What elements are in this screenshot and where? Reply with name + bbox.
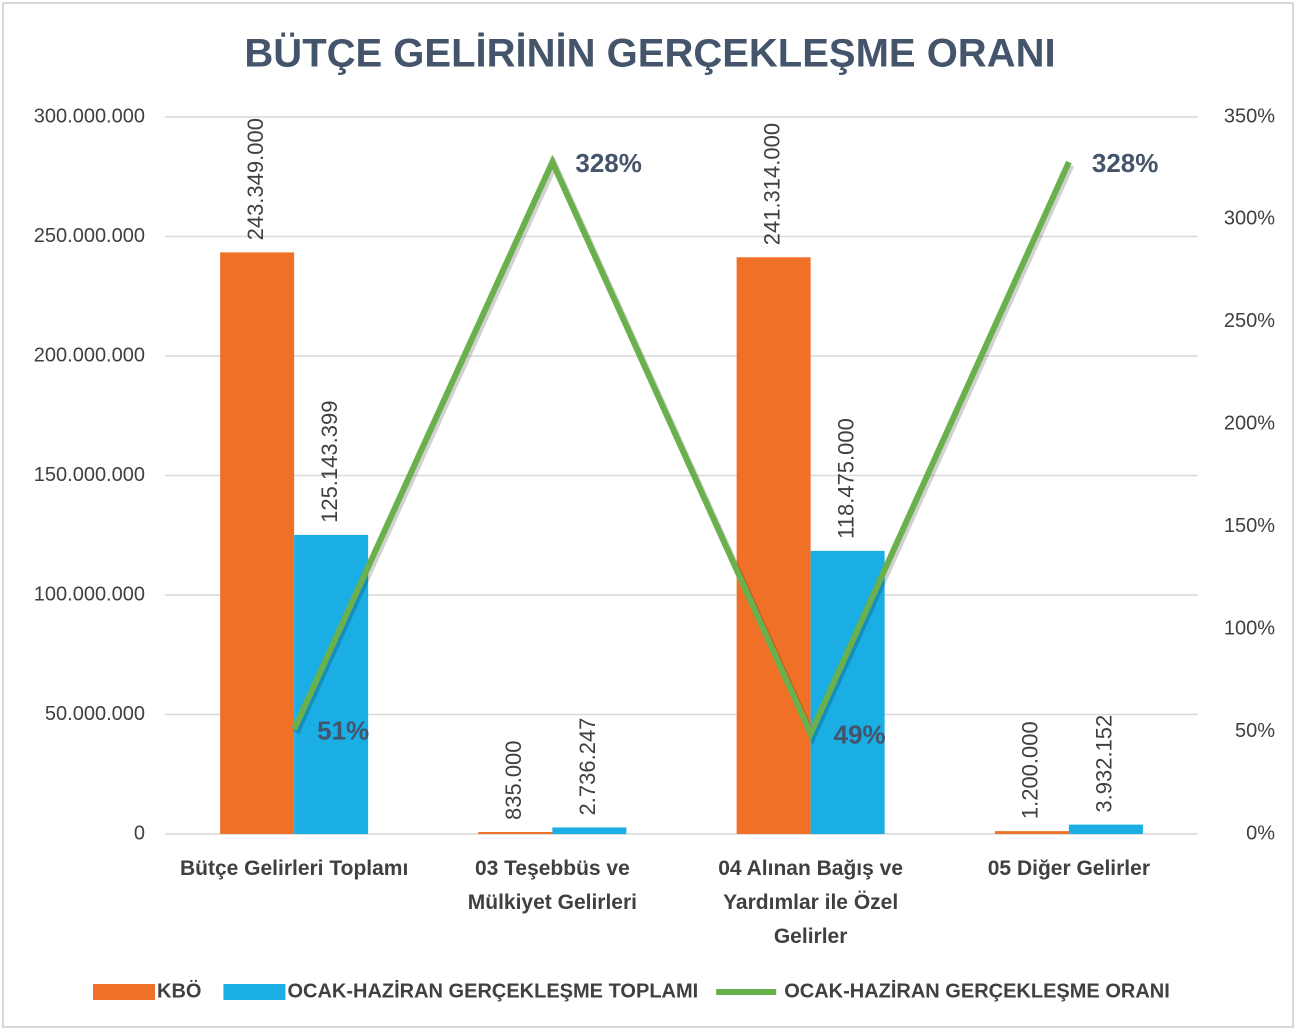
y2-tick-label: 200% bbox=[1224, 413, 1275, 435]
data-label: 1.200.000 bbox=[1018, 721, 1043, 819]
bar bbox=[220, 252, 295, 835]
data-label: 243.349.000 bbox=[243, 118, 268, 240]
data-label: 3.932.152 bbox=[1092, 715, 1117, 813]
data-label: 125.143.399 bbox=[317, 401, 342, 523]
y-tick-label: 100.000.000 bbox=[34, 583, 145, 605]
data-label: 835.000 bbox=[501, 740, 526, 820]
y2-tick-label: 350% bbox=[1224, 105, 1275, 127]
y2-tick-label: 150% bbox=[1224, 515, 1275, 537]
bar bbox=[994, 831, 1069, 834]
chart-title: BÜTÇE GELİRİNİN GERÇEKLEŞME ORANI bbox=[244, 31, 1055, 76]
y2-tick-label: 100% bbox=[1224, 617, 1275, 639]
y-tick-label: 0 bbox=[134, 822, 145, 844]
y2-tick-label: 300% bbox=[1224, 208, 1275, 230]
bar bbox=[736, 257, 811, 835]
bar bbox=[1068, 824, 1143, 834]
data-label: 51% bbox=[317, 715, 369, 745]
bar bbox=[478, 832, 553, 834]
x-tick-label: 05 Diğer Gelirler bbox=[987, 857, 1150, 880]
legend-label: KBÖ bbox=[157, 979, 201, 1002]
x-tick-label: Bütçe Gelirleri Toplamı bbox=[179, 857, 409, 880]
data-label: 118.475.000 bbox=[833, 418, 858, 539]
x-tick-label: 03 Teşebbüs ve Mülkiyet Gelirleri bbox=[467, 857, 637, 914]
bar bbox=[552, 827, 627, 834]
y2-tick-label: 250% bbox=[1224, 310, 1275, 332]
y-tick-label: 150.000.000 bbox=[34, 464, 145, 486]
x-tick-label: 04 Alınan Bağış ve Yardımlar ile Özel Ge… bbox=[718, 857, 904, 948]
bar bbox=[294, 534, 369, 834]
legend-label: OCAK-HAZİRAN GERÇEKLEŞME ORANI bbox=[784, 979, 1170, 1002]
legend-swatch bbox=[223, 984, 286, 1000]
y-tick-label: 250.000.000 bbox=[34, 225, 145, 247]
data-label: 328% bbox=[575, 148, 642, 178]
y2-tick-label: 0% bbox=[1246, 822, 1275, 844]
y-tick-label: 200.000.000 bbox=[34, 344, 145, 366]
data-label: 241.314.000 bbox=[759, 123, 784, 245]
legend-swatch bbox=[93, 984, 155, 1000]
data-label: 328% bbox=[1092, 148, 1159, 178]
y2-tick-label: 50% bbox=[1235, 720, 1275, 742]
line bbox=[291, 154, 1072, 741]
legend-label: OCAK-HAZİRAN GERÇEKLEŞME TOPLAMI bbox=[287, 979, 698, 1002]
y-tick-label: 300.000.000 bbox=[34, 105, 145, 127]
data-label: 2.736.247 bbox=[575, 718, 600, 816]
data-label: 49% bbox=[834, 719, 886, 749]
y-tick-label: 50.000.000 bbox=[45, 703, 145, 725]
